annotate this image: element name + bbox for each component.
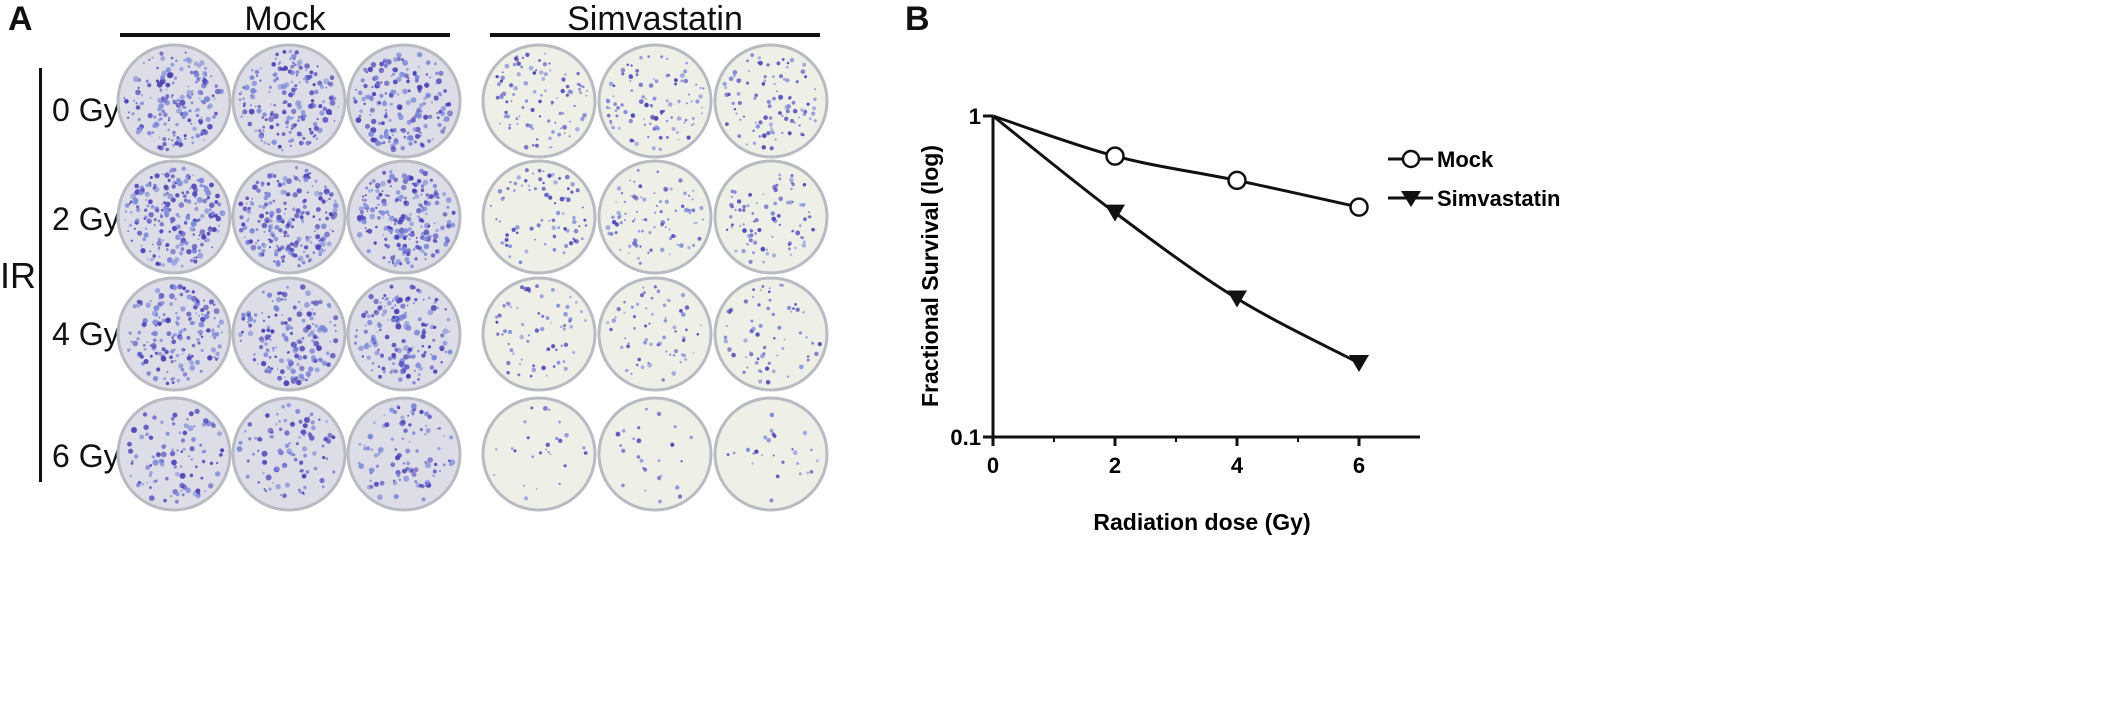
- colony-dish: [713, 159, 829, 275]
- colony-dish: [231, 43, 347, 159]
- row-label-4gy: 4 Gy: [52, 316, 120, 352]
- survival-chart: 0 2 4 6 0.1 1 Radiation dose (Gy) Fractional …: [917, 104, 1561, 535]
- colony-dish: [597, 396, 713, 512]
- mock-group-bar: [120, 33, 450, 37]
- data-point-mock: [1227, 170, 1247, 191]
- colony-dish: [346, 276, 462, 392]
- colony-dish: [231, 276, 347, 392]
- colony-dish: [481, 43, 597, 159]
- ir-label: IR: [0, 255, 36, 296]
- data-point-mock: [1349, 197, 1369, 217]
- colony-dish: [713, 276, 829, 392]
- x-tick-label: 2: [1109, 453, 1121, 478]
- colony-dish: [597, 276, 713, 392]
- legend-marker-simvastatin: [1401, 191, 1421, 207]
- simvastatin-group-title: Simvastatin: [567, 0, 743, 38]
- legend-marker-mock: [1401, 149, 1421, 169]
- colony-dish: [346, 43, 462, 159]
- panel-a-letter: A: [8, 0, 33, 38]
- colony-dish: [713, 396, 829, 512]
- data-point-mock: [1105, 146, 1125, 166]
- simvastatin-group-bar: [490, 33, 820, 37]
- ir-bracket-line: [39, 68, 42, 482]
- y-axis-label: Fractional Survival (log): [917, 145, 943, 407]
- colony-dish: [481, 396, 597, 512]
- colony-dish-grid: [116, 43, 829, 512]
- legend-label-mock: Mock: [1437, 147, 1494, 172]
- x-axis-label: Radiation dose (Gy): [1093, 509, 1310, 535]
- series-line-mock: [992, 114, 1360, 209]
- colony-dish: [116, 43, 232, 159]
- colony-dish: [231, 396, 347, 512]
- panel-b-letter: B: [905, 0, 930, 38]
- y-tick-label: 1: [969, 104, 981, 129]
- series-line-simvastatin: [992, 114, 1360, 365]
- colony-dish: [481, 276, 597, 392]
- colony-dish: [346, 159, 462, 275]
- x-tick-label: 4: [1231, 453, 1244, 478]
- row-label-0gy: 0 Gy: [52, 92, 120, 128]
- colony-dish: [713, 43, 829, 159]
- colony-dish: [346, 396, 462, 512]
- colony-dish: [116, 159, 232, 275]
- colony-dish: [481, 159, 597, 275]
- legend: Mock Simvastatin: [1388, 147, 1561, 211]
- colony-dish: [231, 159, 347, 275]
- data-point-simvastatin: [1349, 355, 1369, 373]
- colony-dish: [597, 43, 713, 159]
- x-tick-label: 6: [1353, 453, 1365, 478]
- x-tick-label: 0: [987, 453, 999, 478]
- data-point-simvastatin: [1105, 204, 1125, 222]
- colony-dish: [597, 159, 713, 275]
- legend-label-simvastatin: Simvastatin: [1437, 186, 1561, 211]
- row-label-6gy: 6 Gy: [52, 438, 120, 474]
- colony-dish: [116, 276, 232, 392]
- mock-group-title: Mock: [244, 0, 326, 38]
- row-label-2gy: 2 Gy: [52, 201, 120, 237]
- data-point-simvastatin: [1227, 290, 1247, 308]
- y-tick-label: 0.1: [950, 425, 981, 450]
- colony-dish: [116, 396, 232, 512]
